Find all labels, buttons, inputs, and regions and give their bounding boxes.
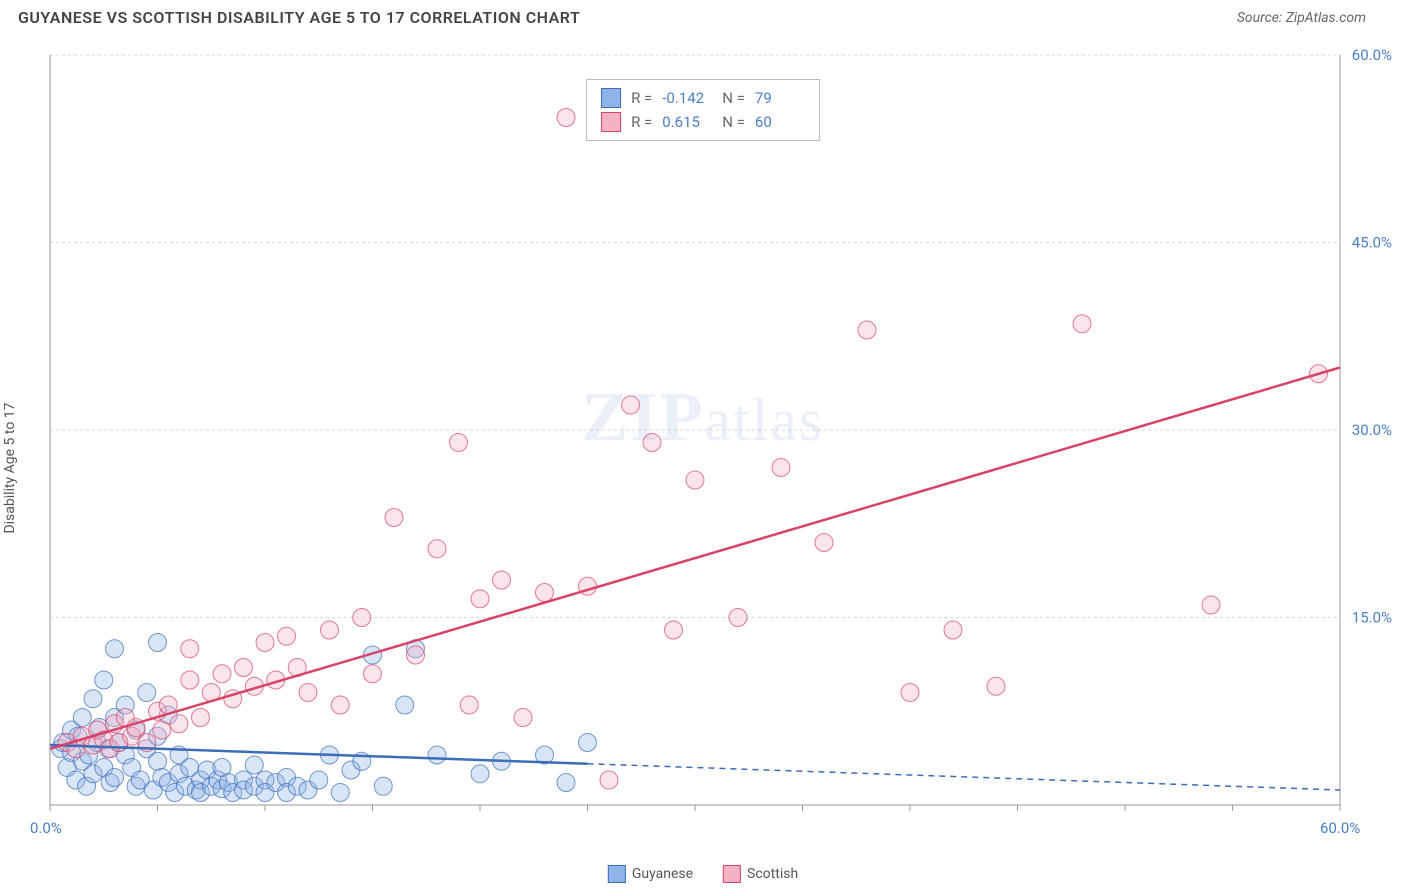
svg-text:60.0%: 60.0% bbox=[1352, 46, 1392, 64]
legend-item-scottish: Scottish bbox=[723, 865, 798, 883]
svg-text:15.0%: 15.0% bbox=[1352, 609, 1392, 627]
x-axis-tick-min: 0.0% bbox=[30, 819, 62, 837]
y-axis-label: Disability Age 5 to 17 bbox=[2, 402, 18, 533]
chart-container: Disability Age 5 to 17 15.0% 30.0% 45.0% 60… bbox=[0, 35, 1406, 885]
scatter-plot-svg: 15.0% 30.0% 45.0% 60.0% bbox=[0, 35, 1406, 855]
legend-item-guyanese: Guyanese bbox=[608, 865, 693, 883]
correlation-stats-box: R = -0.142 N = 79 R = 0.615 N = 60 bbox=[586, 79, 820, 141]
stats-row-scottish: R = 0.615 N = 60 bbox=[601, 110, 805, 134]
swatch-icon bbox=[608, 865, 626, 883]
stats-row-guyanese: R = -0.142 N = 79 bbox=[601, 86, 805, 110]
swatch-icon bbox=[601, 112, 621, 132]
swatch-icon bbox=[601, 88, 621, 108]
swatch-icon bbox=[723, 865, 741, 883]
source-attribution: Source: ZipAtlas.com bbox=[1237, 10, 1366, 26]
chart-title: GUYANESE VS SCOTTISH DISABILITY AGE 5 TO… bbox=[18, 8, 580, 27]
svg-text:45.0%: 45.0% bbox=[1352, 234, 1392, 252]
svg-text:30.0%: 30.0% bbox=[1352, 421, 1392, 439]
x-axis-tick-max: 60.0% bbox=[1320, 819, 1360, 837]
legend: Guyanese Scottish bbox=[608, 865, 798, 883]
